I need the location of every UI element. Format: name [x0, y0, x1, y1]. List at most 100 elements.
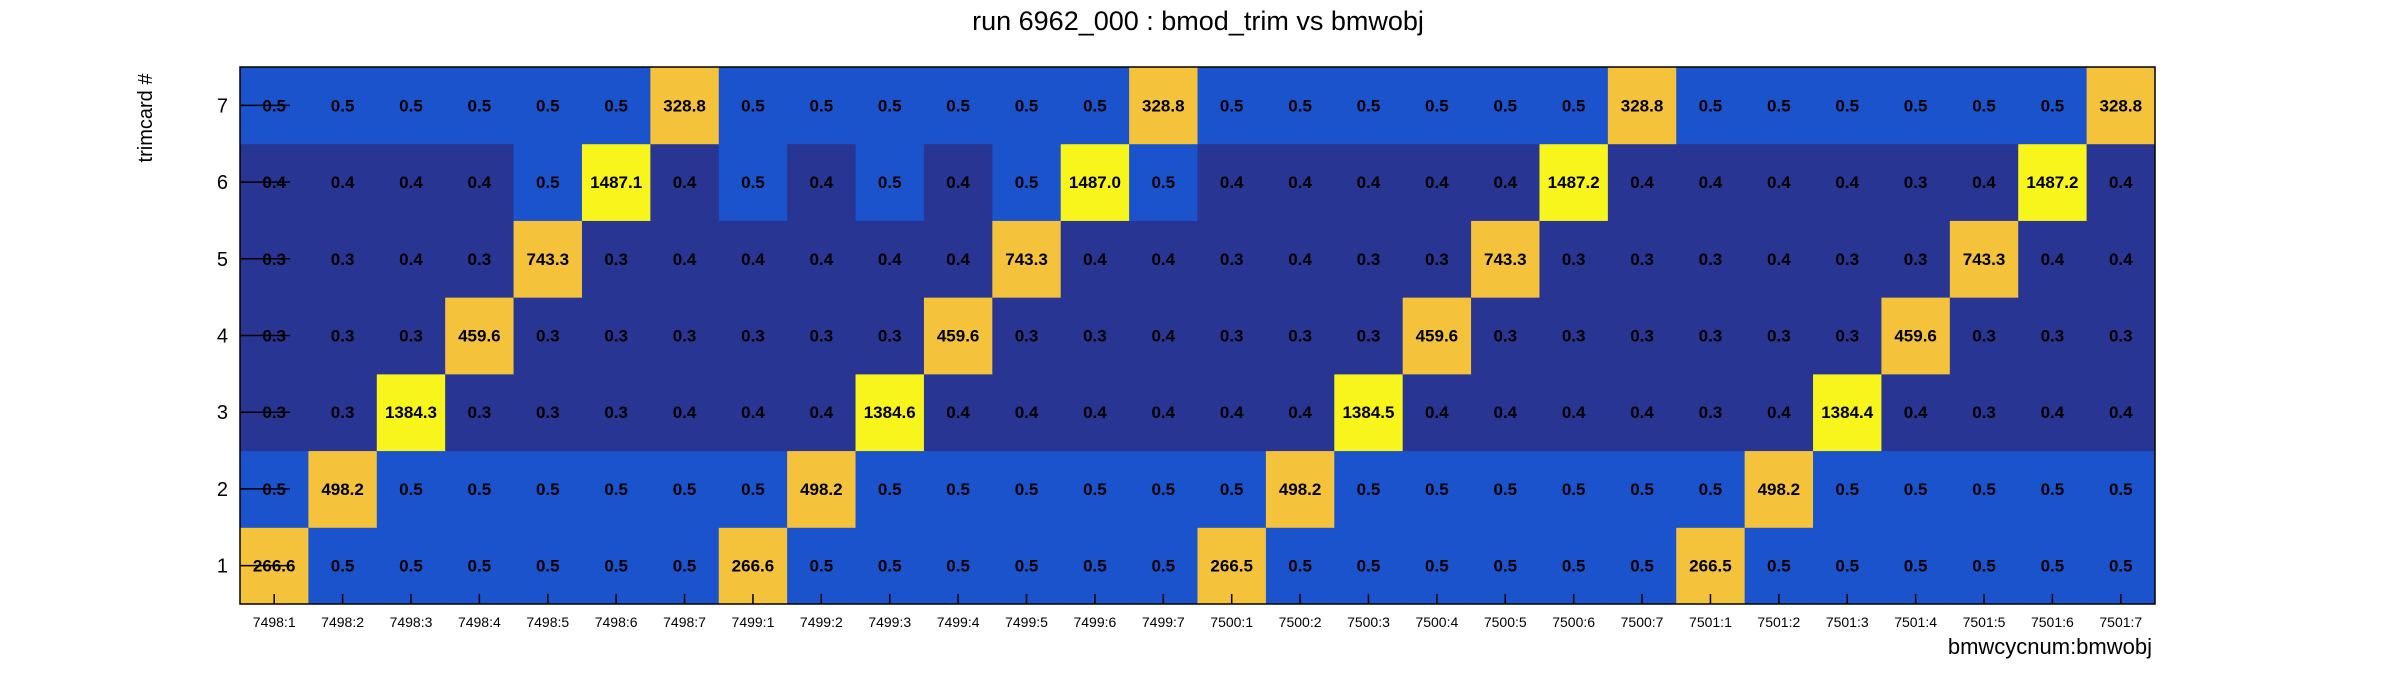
heatmap-cell	[513, 450, 583, 528]
heatmap-cell	[1402, 220, 1472, 298]
cell-value-label: 0.5	[399, 96, 423, 115]
cell-value-label: 0.5	[1699, 480, 1723, 499]
cell-value-label: 0.5	[673, 480, 697, 499]
heatmap-cell	[1539, 220, 1609, 298]
cell-value-label: 0.3	[331, 250, 355, 269]
x-tick-label: 7498:3	[390, 614, 433, 630]
cell-value-label: 0.5	[1288, 557, 1312, 576]
cell-value-label: 0.3	[1357, 250, 1381, 269]
cell-value-label: 0.4	[468, 173, 492, 192]
x-tick-label: 7500:5	[1484, 614, 1527, 630]
heatmap-cell	[650, 373, 720, 452]
cell-value-label: 0.3	[1835, 250, 1859, 269]
x-tick-label: 7500:1	[1210, 614, 1253, 630]
cell-value-label: 0.3	[1699, 403, 1723, 422]
cell-value-label: 0.5	[468, 480, 492, 499]
heatmap-cell	[992, 143, 1062, 221]
heatmap-cell	[923, 220, 993, 298]
heatmap-cell	[1949, 373, 2019, 452]
cell-value-label: 328.8	[1142, 96, 1185, 115]
cell-value-label: 0.5	[1151, 480, 1175, 499]
cell-value-label: 1384.6	[864, 403, 916, 422]
cell-value-label: 0.4	[946, 250, 970, 269]
heatmap-cell	[1813, 143, 1882, 221]
heatmap-cell	[1744, 143, 1814, 221]
cell-value-label: 0.5	[1972, 557, 1996, 576]
heatmap-cell	[787, 143, 857, 221]
heatmap-cell	[581, 67, 651, 145]
cell-value-label: 0.5	[399, 557, 423, 576]
heatmap-cell	[1402, 373, 1472, 452]
cell-value-label: 0.3	[1972, 327, 1996, 346]
heatmap-cell	[1060, 220, 1130, 298]
heatmap-cell	[308, 450, 378, 528]
heatmap-cell	[445, 67, 515, 145]
heatmap-cell	[445, 143, 515, 221]
heatmap-cell	[718, 297, 788, 375]
cell-value-label: 1487.0	[1069, 173, 1121, 192]
cell-value-label: 0.3	[1562, 250, 1586, 269]
cell-value-label: 0.4	[1357, 173, 1381, 192]
cell-value-label: 498.2	[1758, 480, 1801, 499]
heatmap-cell	[1949, 67, 2019, 145]
cell-value-label: 0.5	[1015, 96, 1039, 115]
heatmap-cell	[855, 67, 925, 145]
cell-value-label: 0.5	[1425, 96, 1449, 115]
heatmap-cell	[1197, 373, 1267, 452]
cell-value-label: 0.5	[1562, 96, 1586, 115]
heatmap-cell	[1813, 373, 1882, 452]
axis-ticks: 1 2 3 4 5 6 7 7498:1 7498:2 7498:3 7498:4 7498:5 749…	[217, 95, 2143, 630]
cell-value-label: 0.5	[2109, 480, 2133, 499]
cell-value-label: 0.5	[810, 96, 834, 115]
heatmap-cell	[1539, 67, 1609, 145]
heatmap-cell	[1265, 527, 1335, 605]
cell-value-label: 0.3	[1699, 250, 1723, 269]
heatmap-cell	[581, 527, 651, 605]
cell-value-label: 0.3	[1767, 327, 1791, 346]
cell-value-label: 0.4	[1835, 173, 1859, 192]
heatmap-cell	[1881, 220, 1951, 298]
cell-value-label: 0.5	[878, 480, 902, 499]
heatmap-cell	[1129, 450, 1198, 528]
heatmap-cell	[1949, 527, 2019, 605]
x-tick-label: 7501:3	[1826, 614, 1869, 630]
cell-value-label: 0.3	[399, 327, 423, 346]
x-axis-label: bmwcycnum:bmwobj	[1948, 634, 2152, 659]
heatmap-cell	[2086, 450, 2156, 528]
heatmap-cell	[1744, 373, 1814, 452]
heatmap-cell	[1539, 450, 1609, 528]
cell-value-label: 0.5	[1630, 557, 1654, 576]
cell-value-label: 0.4	[399, 173, 423, 192]
heatmap-cell	[855, 297, 925, 375]
heatmap-cell	[376, 220, 446, 298]
x-tick-label: 7500:3	[1347, 614, 1390, 630]
cell-value-label: 0.5	[604, 557, 628, 576]
cell-value-label: 0.3	[468, 403, 492, 422]
heatmap-cell	[308, 297, 378, 375]
heatmap-cell	[1197, 220, 1267, 298]
cell-value-label: 0.4	[1151, 403, 1175, 422]
cell-value-label: 0.3	[536, 403, 560, 422]
heatmap-cell	[1676, 527, 1746, 605]
cell-value-label: 0.5	[878, 557, 902, 576]
heatmap-cell	[1744, 527, 1814, 605]
cell-value-label: 459.6	[1416, 327, 1459, 346]
cell-value-label: 0.4	[1904, 403, 1928, 422]
heatmap-cell	[855, 373, 925, 452]
cell-value-label: 0.5	[1562, 557, 1586, 576]
heatmap-cell	[513, 527, 583, 605]
cell-value-label: 0.4	[741, 403, 765, 422]
cell-value-label: 0.3	[1493, 327, 1517, 346]
cell-value-label: 0.5	[1083, 557, 1107, 576]
y-tick-label: 5	[217, 249, 228, 271]
cell-value-label: 0.5	[1562, 480, 1586, 499]
x-tick-label: 7499:6	[1073, 614, 1116, 630]
heatmap-cell	[2086, 297, 2156, 375]
heatmap-cell	[855, 450, 925, 528]
heatmap-cell	[513, 220, 583, 298]
heatmap-cell	[308, 527, 378, 605]
cell-value-label: 0.3	[468, 250, 492, 269]
heatmap-cell	[1197, 297, 1267, 375]
heatmap-cell	[787, 220, 857, 298]
cell-value-label: 0.3	[878, 327, 902, 346]
